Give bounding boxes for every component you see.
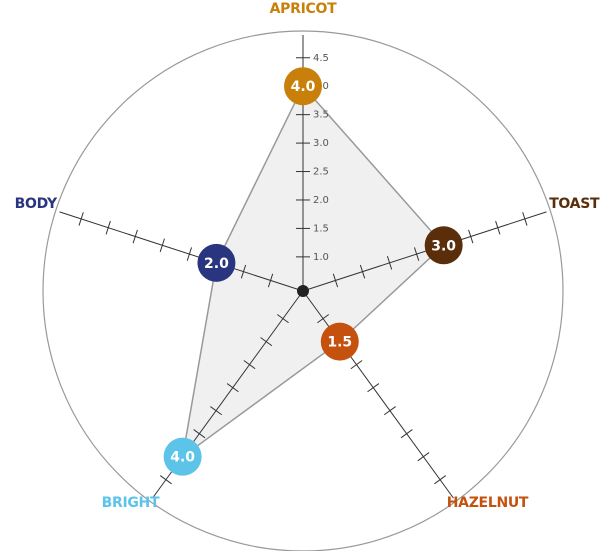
axis-line (302, 290, 454, 499)
tick-mark (132, 229, 138, 244)
tick-mark (226, 383, 239, 393)
axis-label: BRIGHT (102, 495, 160, 511)
tick-mark (240, 264, 247, 279)
data-point (163, 437, 202, 476)
tick-label: 3.5 (313, 110, 329, 121)
tick-mark (186, 247, 193, 261)
data-point (320, 322, 359, 361)
center-dot (297, 285, 309, 297)
axis-label: BODY (15, 196, 58, 212)
value-label: 3.0 (431, 238, 456, 254)
tick-label: 4.5 (313, 53, 329, 64)
tick-mark (413, 247, 420, 261)
axis-label: APRICOT (270, 1, 337, 17)
value-label: 4.0 (291, 79, 316, 95)
tick-mark (260, 337, 273, 347)
data-point (424, 226, 463, 265)
tick-mark (522, 212, 528, 226)
tick-mark (383, 406, 396, 416)
tick-mark (350, 360, 363, 370)
tick-label: 2.0 (313, 195, 329, 206)
tick-label: 2.5 (313, 167, 329, 178)
axis-label: TOAST (549, 196, 600, 212)
tick-mark (367, 383, 380, 393)
tick-mark (159, 475, 172, 485)
tick-mark (386, 256, 393, 270)
value-label: 4.0 (170, 450, 195, 466)
data-point (197, 243, 236, 282)
axis-line (302, 211, 547, 292)
axis-label: HAZELNUT (447, 495, 529, 511)
tick-mark (434, 475, 447, 485)
tick-label: 3.0 (313, 138, 329, 149)
outer-ring (42, 30, 564, 551)
axis-line (59, 211, 304, 292)
tick-mark (267, 273, 274, 288)
tick-mark (243, 360, 256, 370)
tick-mark (332, 273, 339, 288)
tick-mark (359, 264, 366, 279)
tick-mark (317, 314, 330, 324)
data-point (284, 67, 322, 106)
tick-mark (276, 314, 289, 324)
tick-mark (400, 429, 413, 439)
tick-mark (193, 429, 206, 439)
tick-mark (468, 229, 474, 244)
tick-mark (159, 238, 165, 253)
tick-label: 1.5 (313, 223, 329, 234)
tick-mark (78, 212, 84, 226)
tick-label: 1.0 (313, 252, 329, 263)
tick-mark (495, 220, 501, 235)
tick-mark (105, 220, 111, 235)
value-label: 2.0 (204, 256, 229, 272)
tick-mark (417, 452, 430, 462)
tick-mark (210, 406, 223, 416)
value-label: 1.5 (327, 335, 352, 351)
